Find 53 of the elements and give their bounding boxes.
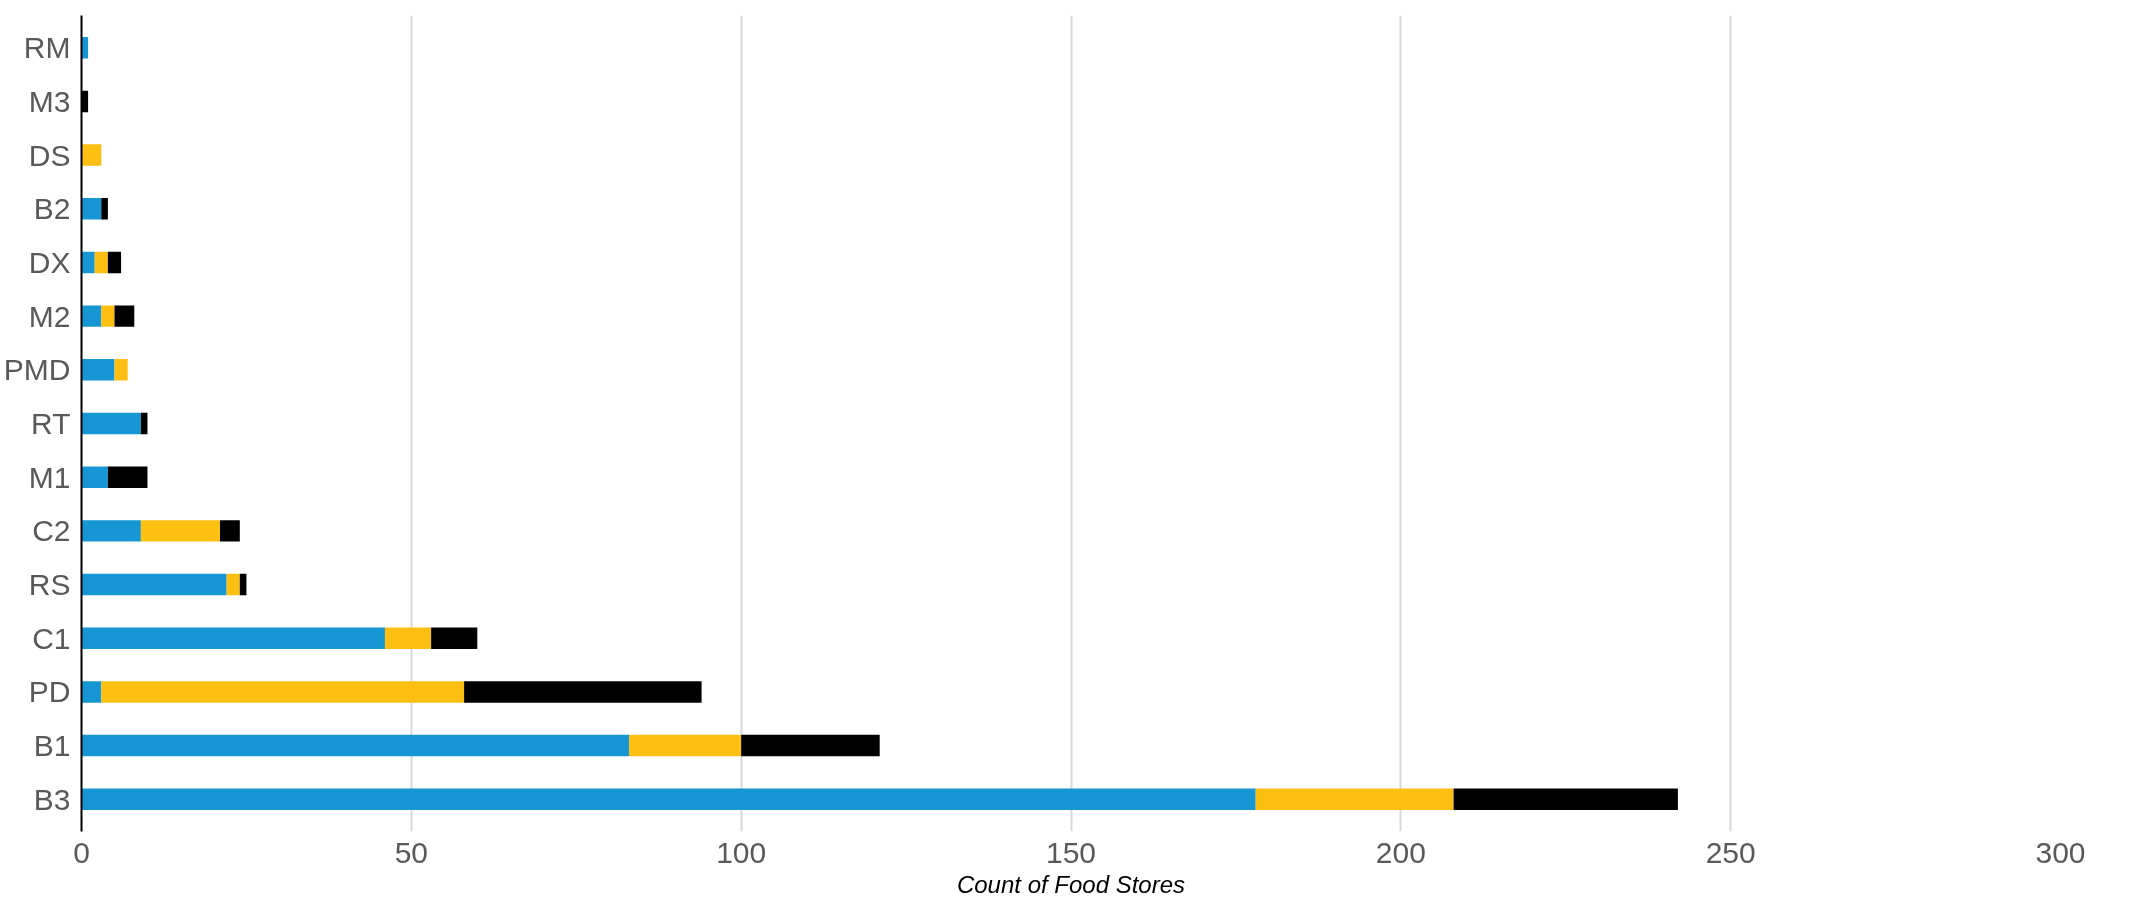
y-tick-label: RS (28, 568, 71, 602)
x-tick-label: 100 (716, 835, 767, 869)
y-tick-label: B3 (33, 782, 71, 816)
y-tick-label: C2 (32, 514, 71, 548)
x-tick-label: 250 (1705, 835, 1756, 869)
bar (107, 466, 148, 488)
y-tick-label: PD (28, 675, 71, 709)
bar (114, 305, 135, 327)
bar (81, 305, 102, 327)
bar (101, 681, 465, 703)
bar (81, 627, 385, 649)
y-tick-label: B1 (33, 729, 71, 763)
y-tick-label: B2 (33, 192, 71, 226)
y-tick-label: M3 (28, 84, 71, 118)
bar (1453, 788, 1678, 811)
y-tick-label: M1 (28, 460, 71, 494)
bar (81, 144, 102, 166)
y-tick-label: RM (23, 31, 71, 65)
x-tick-label: 150 (1045, 835, 1097, 869)
x-axis-title: Count of Food Stores (956, 870, 1186, 898)
bar (629, 734, 742, 757)
bar (81, 412, 141, 435)
y-tick-label: C1 (32, 621, 71, 655)
bar (741, 734, 880, 757)
y-tick-label: M2 (28, 299, 71, 333)
bar (81, 681, 102, 703)
bar (107, 251, 122, 274)
x-tick-label: 300 (2035, 835, 2086, 869)
y-tick-label: DX (28, 245, 71, 279)
bar (464, 681, 702, 703)
bar (81, 520, 141, 542)
x-tick-label: 0 (73, 835, 90, 869)
bar (1255, 788, 1454, 811)
bar (114, 359, 128, 381)
bar (140, 520, 221, 542)
bar (384, 627, 432, 649)
bar (226, 573, 240, 596)
bar (431, 627, 478, 649)
bar (81, 734, 630, 757)
bar (220, 520, 240, 542)
bar (81, 198, 102, 220)
bar (81, 466, 108, 488)
y-tick-label: DS (28, 138, 71, 172)
bar (101, 305, 115, 327)
bar (101, 198, 108, 220)
x-tick-label: 50 (394, 835, 429, 869)
bar (81, 573, 227, 596)
bar (81, 359, 115, 381)
y-tick-label: RT (31, 407, 71, 440)
x-tick-label: 200 (1375, 835, 1426, 869)
y-tick-label: PMD (3, 353, 71, 387)
bar (81, 788, 1256, 811)
bar (94, 251, 108, 274)
